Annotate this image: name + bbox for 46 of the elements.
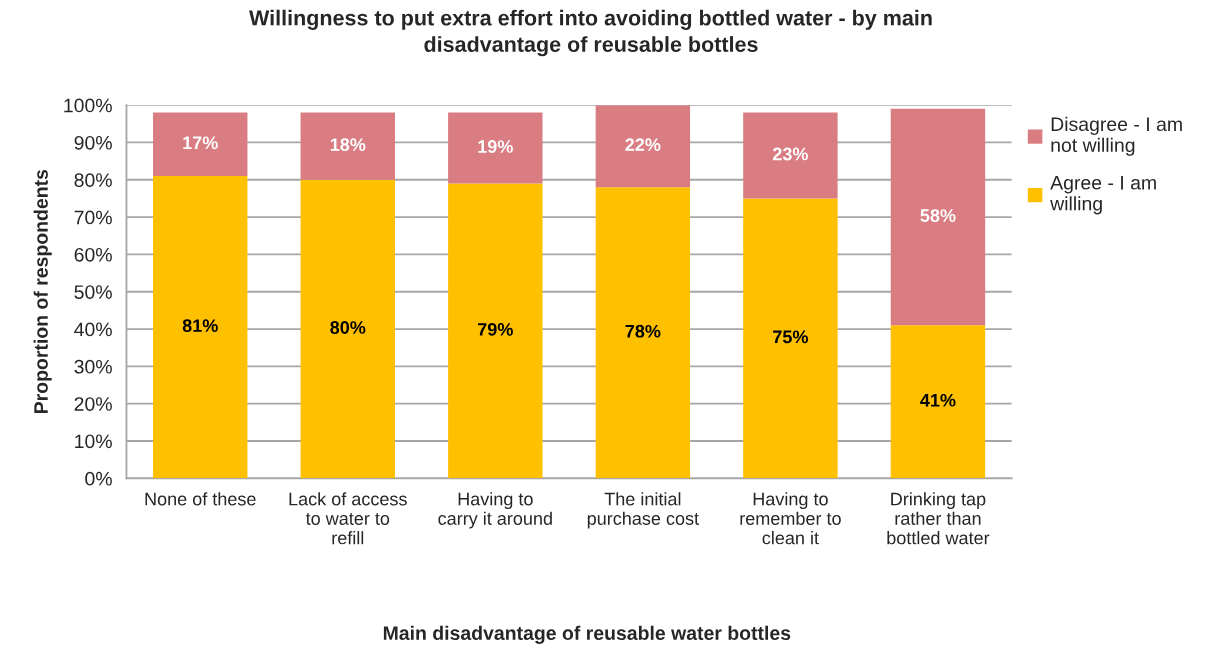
x-tick-label: Having to remember to clean it	[740, 492, 841, 545]
y-tick-label: 50%	[74, 285, 112, 299]
y-tick-label: 40%	[74, 322, 112, 337]
bar	[153, 112, 248, 177]
data-label: 18%	[330, 138, 366, 152]
bar	[448, 112, 543, 184]
legend-label: Disagree - I am not willing	[1051, 116, 1182, 156]
data-label: 22%	[625, 138, 661, 151]
data-label: 81%	[182, 319, 218, 333]
data-label: 80%	[330, 321, 366, 334]
bar	[300, 112, 395, 180]
bar	[890, 108, 986, 326]
data-label: 23%	[772, 147, 808, 161]
x-axis-title: Main disadvantage of reusable water bottles	[383, 625, 791, 644]
y-axis-title: Proportion of respondents	[33, 169, 52, 414]
y-tick-label: 10%	[75, 434, 112, 449]
data-label: 75%	[773, 330, 808, 344]
bar	[595, 187, 691, 479]
bar	[300, 179, 395, 479]
bar	[153, 176, 248, 479]
y-tick-label: 90%	[74, 135, 112, 150]
y-tick-label: 80%	[74, 173, 112, 188]
bar	[890, 325, 986, 479]
x-tick-label: Lack of access to water to refill	[289, 492, 407, 545]
data-label: 19%	[478, 140, 513, 153]
x-tick-label: Drinking tap rather than bottled water	[887, 492, 990, 545]
y-tick-label: 60%	[74, 247, 112, 262]
data-label: 41%	[920, 393, 956, 407]
chart-title: Willingness to put extra effort into avoiding bottled water - by main disadvantage of reusable bottles	[249, 9, 932, 57]
data-label: 79%	[478, 322, 513, 336]
x-tick-label: None of these	[145, 492, 256, 506]
x-tick-label: The initial purchase cost	[587, 492, 699, 529]
data-label: 58%	[920, 209, 956, 222]
y-tick-label: 70%	[74, 210, 112, 225]
y-tick-label: 0%	[85, 471, 112, 486]
bar	[595, 105, 691, 188]
y-tick-label: 20%	[74, 397, 112, 411]
bar	[448, 183, 543, 479]
y-tick-label: 30%	[74, 359, 112, 374]
data-label: 78%	[625, 324, 661, 338]
x-tick-label: Having to carry it around	[438, 492, 552, 529]
legend-label: Agree - I am willing	[1050, 176, 1156, 215]
y-tick-label: 100%	[64, 98, 112, 113]
bar	[743, 198, 838, 479]
bar	[743, 112, 838, 199]
data-label: 17%	[183, 136, 218, 150]
